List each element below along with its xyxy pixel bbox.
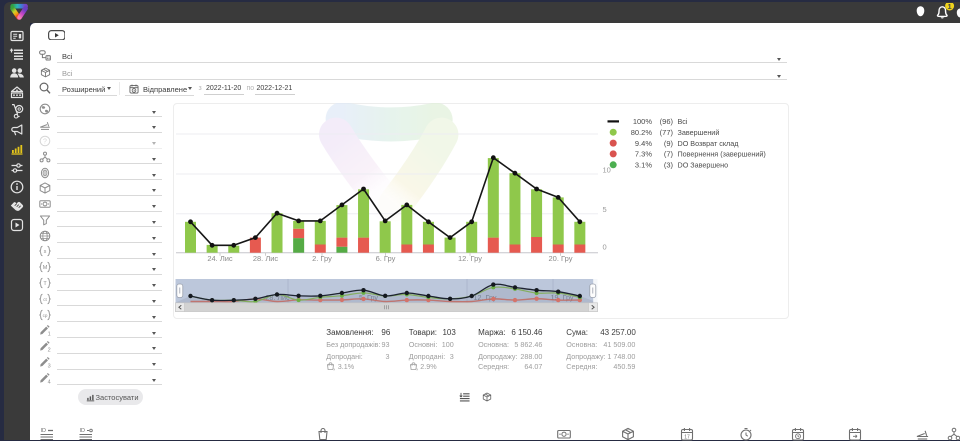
- svg-text:x: x: [334, 368, 336, 371]
- svg-text:20. Гру: 20. Гру: [549, 254, 573, 263]
- svg-text:ID: ID: [40, 428, 46, 434]
- svg-text:100%: 100%: [633, 117, 653, 126]
- svg-text:ct: ct: [43, 297, 47, 302]
- svg-text:12. Гру: 12. Гру: [458, 254, 482, 263]
- svg-text:5. Гру: 5. Гру: [359, 293, 378, 302]
- svg-text:5: 5: [603, 204, 607, 213]
- svg-text:2: 2: [47, 348, 50, 353]
- svg-text:1: 1: [948, 3, 952, 11]
- svg-text:12. Гру: 12. Гру: [474, 293, 497, 302]
- svg-text:cp: cp: [42, 313, 47, 318]
- svg-text:DO Возврат склад: DO Возврат склад: [678, 138, 740, 147]
- svg-text:10: 10: [603, 165, 611, 174]
- svg-text:19. Гру: 19. Гру: [551, 293, 574, 302]
- svg-text:(3): (3): [664, 160, 674, 169]
- svg-text:1: 1: [47, 332, 50, 337]
- svg-text:7.3%: 7.3%: [635, 149, 652, 158]
- svg-text:6. Гру: 6. Гру: [376, 254, 396, 263]
- svg-text:80.2%: 80.2%: [631, 127, 653, 136]
- svg-text:ID: ID: [79, 428, 85, 434]
- svg-text:Повернення (завершений): Повернення (завершений): [678, 149, 766, 158]
- svg-text:17: 17: [684, 434, 690, 440]
- svg-text:28. Лис: 28. Лис: [265, 293, 290, 302]
- svg-text:0: 0: [603, 242, 607, 251]
- svg-text:(7): (7): [664, 149, 674, 158]
- svg-text:DO Завершено: DO Завершено: [678, 160, 729, 169]
- svg-text:3.1%: 3.1%: [635, 160, 652, 169]
- svg-text:x: x: [416, 368, 418, 371]
- svg-text:Завершений: Завершений: [678, 127, 720, 136]
- svg-text:(96): (96): [660, 117, 674, 126]
- svg-text:?: ?: [43, 138, 47, 145]
- svg-text:T: T: [43, 281, 47, 287]
- svg-text:24. Лис: 24. Лис: [207, 254, 233, 263]
- svg-text:M: M: [42, 265, 47, 271]
- svg-text:3: 3: [47, 363, 50, 368]
- svg-text:(77): (77): [660, 127, 674, 136]
- svg-text:Всі: Всі: [678, 117, 688, 126]
- svg-text:9.4%: 9.4%: [635, 138, 652, 147]
- svg-text:28. Лис: 28. Лис: [253, 254, 279, 263]
- svg-text:(9): (9): [664, 138, 674, 147]
- svg-text:4: 4: [47, 379, 50, 384]
- svg-text:2. Гру: 2. Гру: [312, 254, 332, 263]
- svg-text:s: s: [43, 249, 46, 255]
